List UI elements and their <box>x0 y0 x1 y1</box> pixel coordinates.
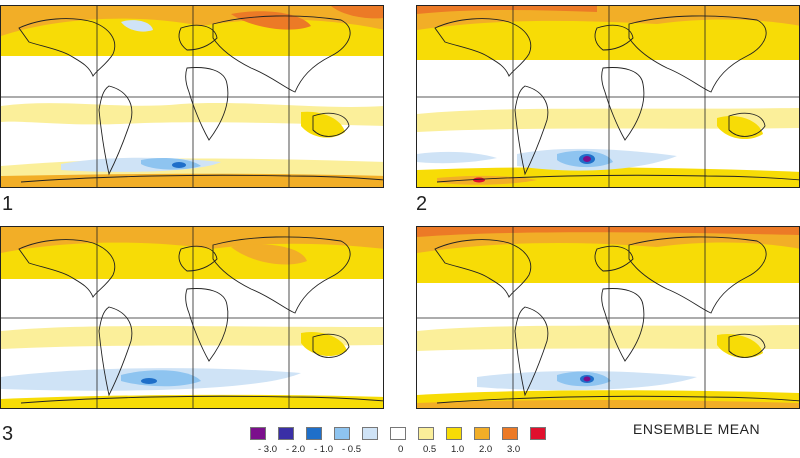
legend-tick: 1.0 <box>451 444 465 455</box>
grid-lines <box>417 227 799 408</box>
warm-anomaly-regions <box>417 6 799 187</box>
cool-anomaly-regions <box>61 20 221 172</box>
map-svg <box>417 227 799 408</box>
legend-swatch <box>306 427 322 440</box>
legend-swatch <box>446 427 462 440</box>
legend-tick: - 3.0 <box>258 444 278 455</box>
grid-lines <box>417 6 799 187</box>
cool-anomaly-regions <box>1 368 301 391</box>
legend-tick: 0 <box>398 444 404 455</box>
map-svg <box>417 6 799 187</box>
legend-swatch <box>502 427 518 440</box>
grid-lines <box>1 6 383 187</box>
coastlines <box>434 236 799 404</box>
warm-anomaly-regions <box>1 6 383 187</box>
map-panel-1 <box>0 5 384 188</box>
legend-swatch <box>278 427 294 440</box>
legend-swatch <box>334 427 350 440</box>
legend-swatch <box>390 427 406 440</box>
color-legend: - 3.0 - 2.0 - 1.0 - 0.5 0 0.5 1.0 2.0 3.… <box>248 427 548 457</box>
coastlines <box>434 15 799 183</box>
map-panel-ensemble-mean <box>416 226 800 409</box>
legend-tick: - 1.0 <box>314 444 334 455</box>
coastlines <box>18 236 383 404</box>
legend-tick: - 0.5 <box>342 444 362 455</box>
legend-tick: 0.5 <box>423 444 437 455</box>
legend-swatch <box>530 427 546 440</box>
cool-anomaly-regions <box>417 148 677 171</box>
legend-swatch <box>362 427 378 440</box>
panel-label-1: 1 <box>2 193 14 215</box>
coastlines <box>18 15 383 183</box>
ensemble-mean-label: ENSEMBLE MEAN <box>633 421 761 437</box>
legend-swatch <box>418 427 434 440</box>
panel-label-3: 3 <box>2 423 14 445</box>
warm-anomaly-regions <box>417 227 799 408</box>
panel-label-2: 2 <box>416 193 428 215</box>
cool-anomaly-regions <box>477 371 697 391</box>
legend-tick: 2.0 <box>479 444 493 455</box>
legend-swatch <box>250 427 266 440</box>
legend-tick: - 2.0 <box>286 444 306 455</box>
legend-swatch <box>474 427 490 440</box>
map-panel-3 <box>0 226 384 409</box>
map-svg <box>1 227 383 408</box>
map-panel-2 <box>416 5 800 188</box>
legend-tick: 3.0 <box>507 444 521 455</box>
grid-lines <box>1 227 383 408</box>
map-svg <box>1 6 383 187</box>
